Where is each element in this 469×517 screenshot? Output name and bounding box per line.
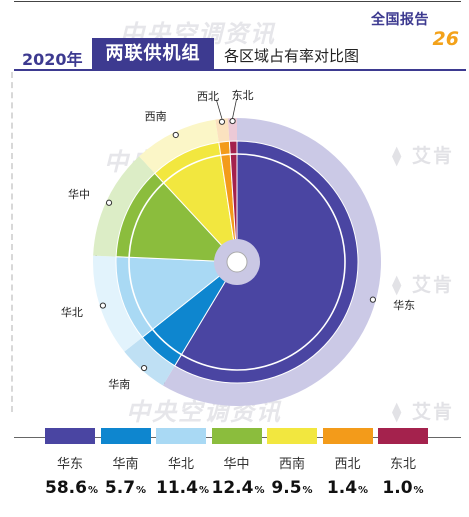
title-row: 2020年 两联供机组 各区域占有率对比图 (14, 38, 466, 71)
legend-swatch (322, 428, 373, 444)
slice-label-3: 华北 (61, 305, 83, 319)
legend-swatch (211, 428, 262, 444)
title-rule (14, 69, 466, 71)
slice-marker-7 (229, 117, 236, 125)
legend-item-2: 华南 5.7% (100, 428, 151, 498)
legend-swatch (267, 428, 317, 444)
year-label: 2020年 (22, 50, 83, 69)
pie-ring-2 (124, 337, 175, 386)
slice-marker-5 (172, 131, 179, 139)
legend-value: 9.5% (267, 478, 317, 498)
percent-unit: % (358, 485, 369, 496)
report-label: 全国报告 (371, 12, 429, 28)
slice-label-7: 东北 (232, 89, 254, 102)
pie-ring-6 (215, 118, 230, 143)
percent-unit: % (198, 485, 209, 496)
legend-value: 58.6% (45, 478, 98, 498)
slice-marker-4 (105, 199, 113, 206)
percent-unit: % (136, 485, 147, 496)
data-label: 5.7 (104, 478, 136, 498)
side-dash-decoration (11, 72, 13, 412)
legend-item-7: 东北 1.0% (378, 428, 428, 498)
legend-item-6: 西北 1.4% (322, 428, 373, 498)
pie-slice-1 (174, 140, 359, 384)
legend-value: 1.4% (323, 478, 373, 498)
slice-label-4: 华中 (68, 187, 90, 201)
pie-ring-5 (139, 119, 219, 174)
inner-guide-circle (128, 153, 346, 371)
legend-value: 5.7% (101, 478, 151, 498)
pie-slice-4 (115, 172, 239, 263)
percent-unit: % (302, 485, 313, 496)
legend-item-1: 华东 58.6% (45, 428, 98, 498)
legend-label: 华北 (167, 457, 194, 472)
pie-slice-7 (228, 140, 238, 263)
legend-label: 西南 (278, 457, 305, 472)
slice-marker-3 (99, 302, 107, 309)
data-label: 9.5 (271, 478, 302, 498)
slice-marker-6 (218, 118, 226, 125)
slice-marker-1 (369, 296, 376, 303)
slice-label-1: 华东 (393, 298, 415, 312)
legend-label: 华中 (223, 457, 250, 472)
leader-line-7 (232, 98, 237, 119)
main-title: 两联供机组 (92, 38, 214, 69)
percent-unit: % (254, 485, 265, 496)
legend-value: 1.0% (378, 478, 428, 498)
chart-legend: 华东 58.6% 华南 5.7% 华北 11.4% 华中 12.4% 西南 9.5% 西北 1.4% 东… (45, 428, 435, 508)
leader-line-6 (215, 99, 223, 119)
legend-value: 12.4% (211, 478, 265, 498)
legend-label: 东北 (389, 457, 416, 472)
center-hub (226, 251, 248, 273)
data-label: 1.0 (382, 478, 413, 498)
legend-label: 华东 (56, 457, 83, 472)
legend-swatch (156, 428, 206, 444)
legend-swatch (45, 428, 95, 444)
pie-ring-3 (93, 255, 143, 352)
report-number: 26 (432, 28, 459, 50)
top-rule (14, 1, 461, 2)
percent-unit: % (413, 485, 424, 496)
data-label: 58.6 (45, 478, 87, 498)
data-label: 11.4 (156, 478, 198, 498)
data-label: 12.4 (211, 478, 254, 498)
pie-ring-4 (93, 156, 155, 257)
legend-value: 11.4% (156, 478, 209, 498)
legend-label: 西北 (334, 457, 361, 472)
legend-item-4: 华中 12.4% (211, 428, 265, 498)
slice-marker-2 (140, 364, 148, 372)
data-label: 1.4 (326, 478, 358, 498)
legend-item-5: 西南 9.5% (267, 428, 317, 498)
legend-swatch (100, 428, 151, 444)
chart-title: 各区域占有率对比图 (224, 47, 360, 65)
legend-label: 华南 (112, 457, 139, 472)
pie-ring-7 (227, 118, 237, 142)
percent-unit: % (87, 485, 98, 496)
slice-label-2: 华南 (108, 377, 130, 391)
pie-slice-3 (115, 256, 239, 339)
slice-label-5: 西南 (145, 110, 167, 123)
slice-label-6: 西北 (197, 90, 219, 103)
legend-swatch (378, 428, 428, 444)
pie-ring-1 (162, 118, 382, 406)
legend-item-3: 华北 11.4% (156, 428, 209, 498)
